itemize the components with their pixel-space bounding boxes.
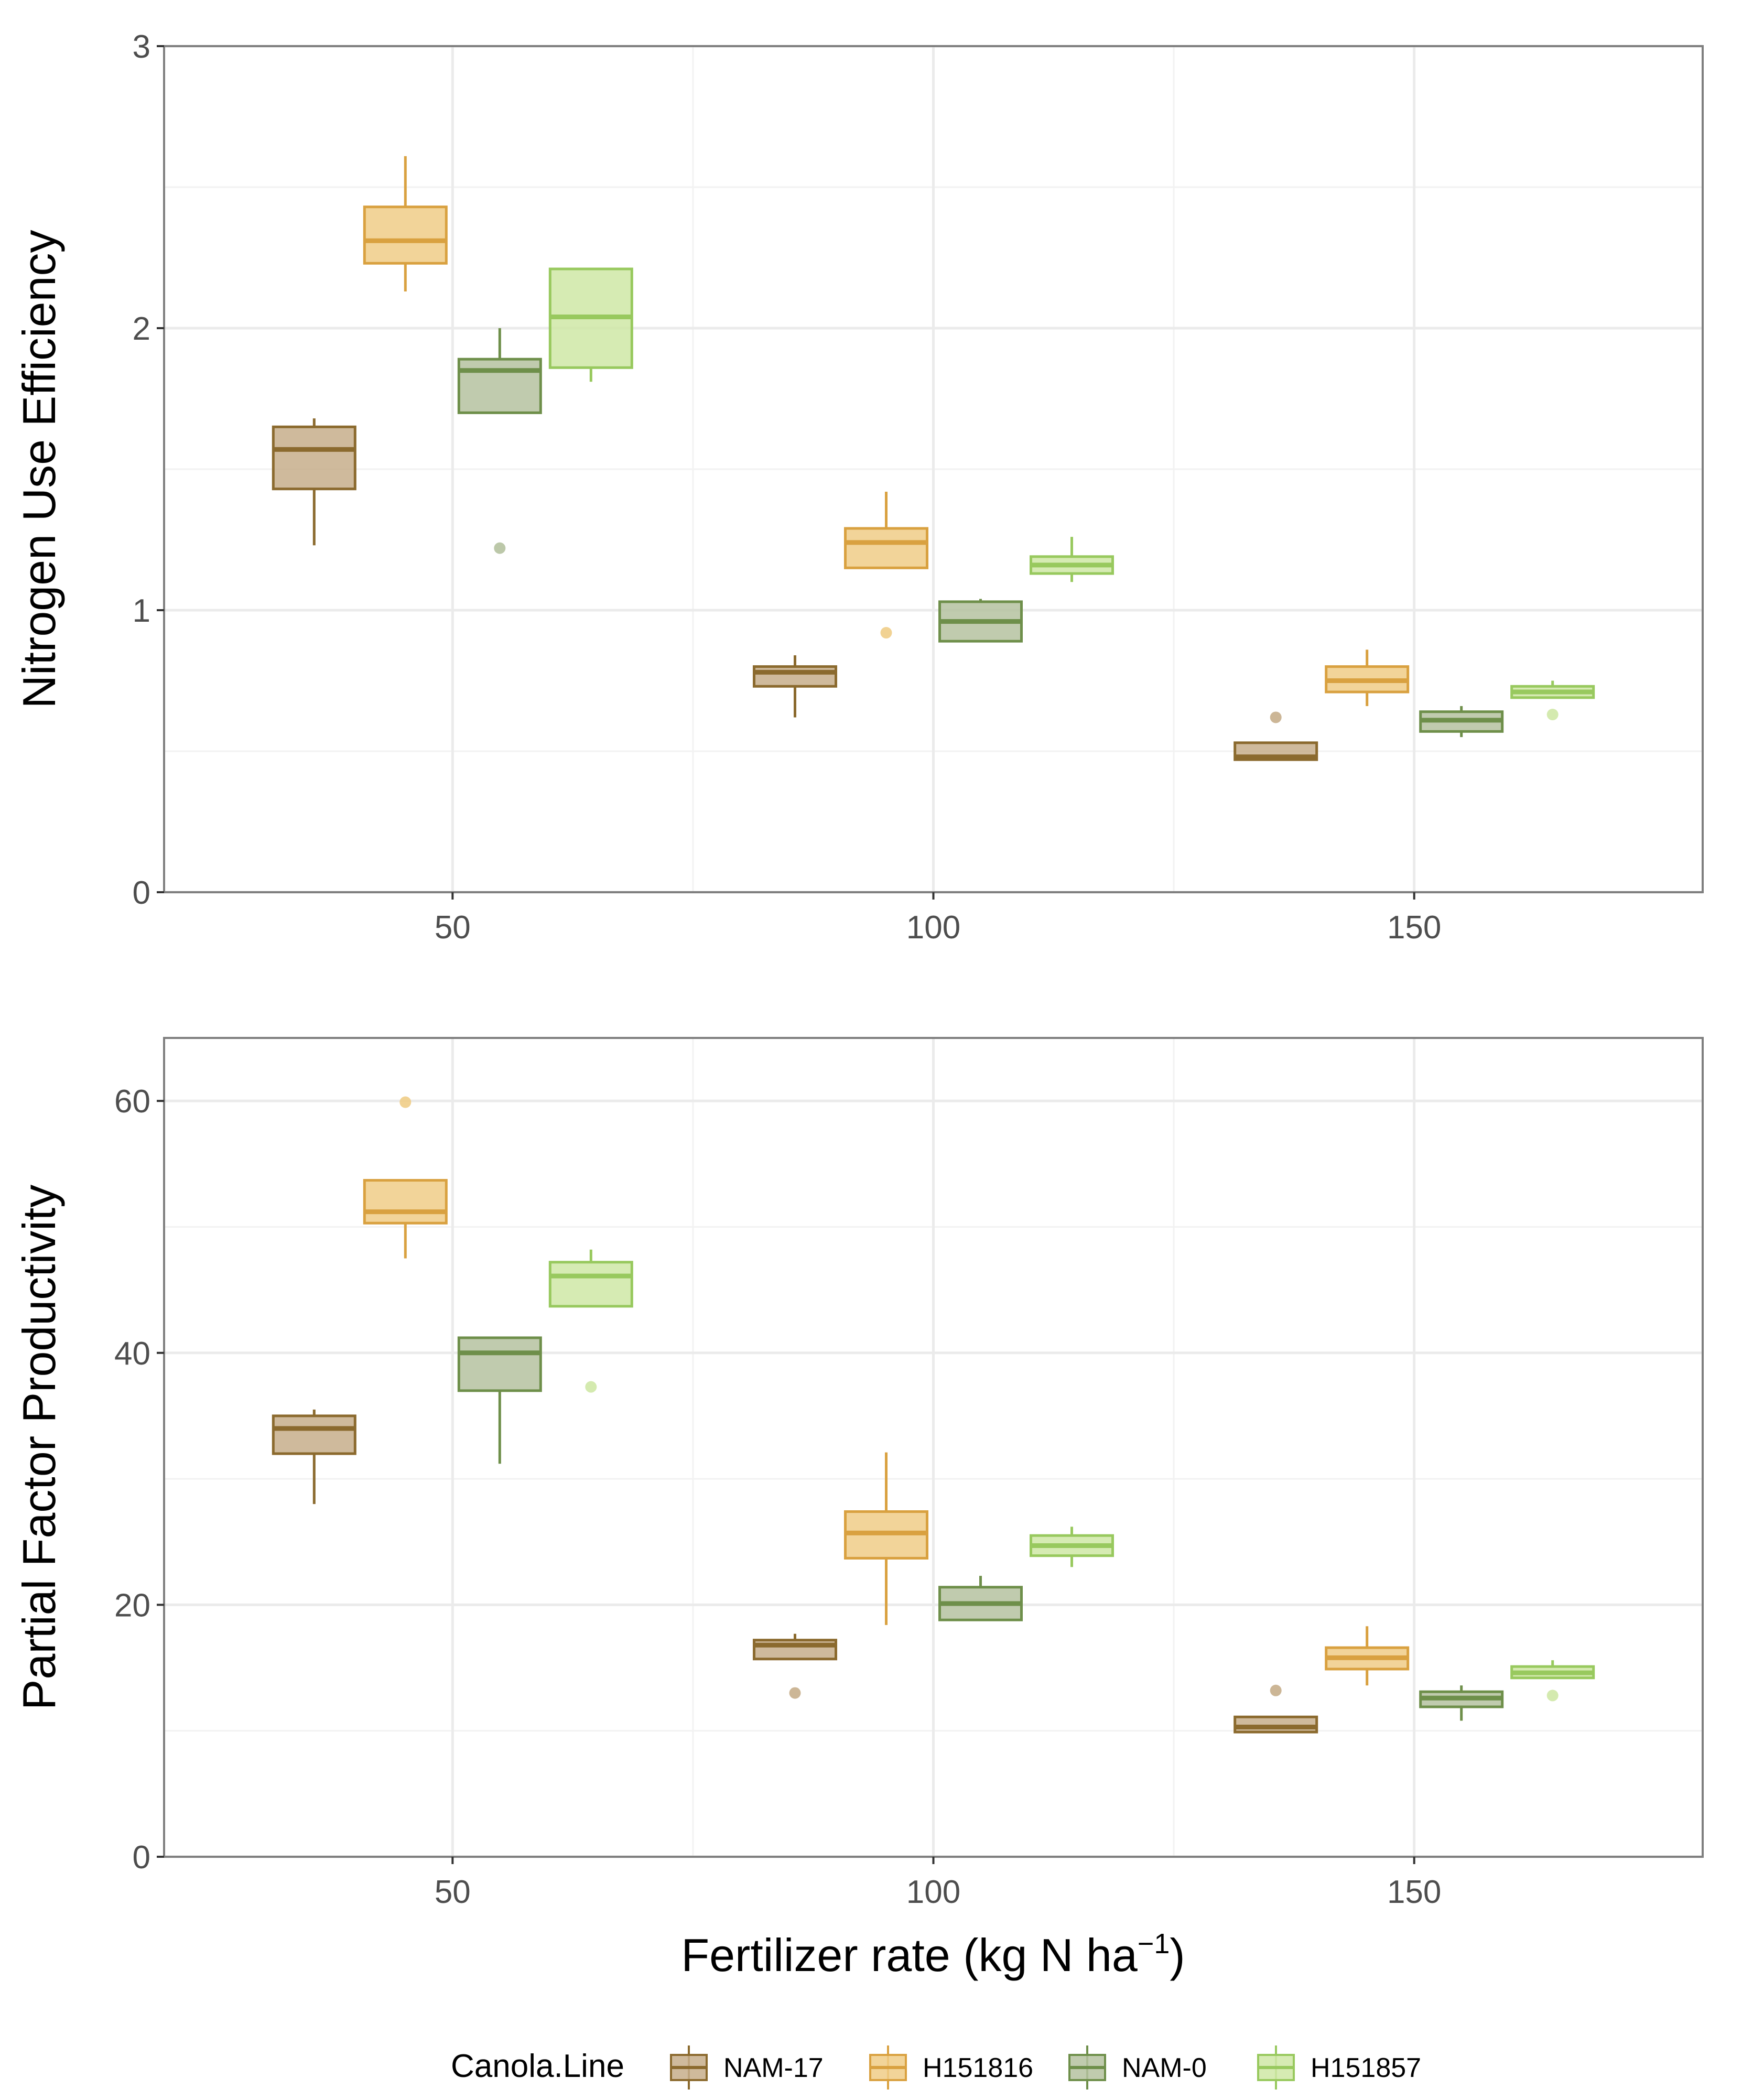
box-nam-0 [457,328,542,554]
outlier-point [1546,1690,1559,1702]
box-nam-17 [753,655,837,718]
box-h151857 [548,1249,633,1393]
box-h151857 [1510,680,1595,721]
legend: Canola.Line NAM-17 H151816 NAM-0 H151857 [451,2045,1421,2090]
box-body [272,1414,356,1455]
outlier-point [789,1687,801,1699]
legend-label: NAM-17 [723,2053,824,2083]
x-tick-label: 100 [906,910,960,946]
box-h151816 [363,156,448,292]
box-body [272,425,356,491]
box-nam-17 [272,1409,356,1504]
x-tick-label: 100 [906,1874,960,1910]
outlier-point [880,627,892,639]
x-tick-label: 50 [435,1874,471,1910]
box-body [363,205,448,265]
legend-item-h151816: H151816 [869,2045,1033,2090]
box-body [1234,1715,1318,1734]
box-body [457,358,542,414]
y-tick-label: 0 [133,1839,150,1876]
box-h151816 [844,492,928,639]
pfp-panel: 0 20 40 60 50 100 150 Partial Factor Productivi… [13,1037,1704,1910]
box-body [457,1336,542,1392]
box-nam-0 [938,1576,1023,1621]
y-axis-title: Partial Factor Productivity [13,1185,65,1711]
box-nam-0 [938,599,1023,643]
outlier-point [399,1096,412,1108]
box-h151857 [1030,1527,1114,1567]
legend-label: H151816 [923,2053,1033,2083]
outlier-point [1270,1684,1282,1696]
y-tick-label: 2 [133,311,150,347]
y-axis-title: Nitrogen Use Efficiency [13,230,65,709]
box-h151816 [363,1096,448,1259]
legend-label: H151857 [1311,2053,1421,2083]
x-tick-label: 150 [1387,910,1441,946]
outlier-point [1270,711,1282,723]
box-h151816 [844,1452,928,1625]
legend-item-nam-0: NAM-0 [1068,2045,1207,2090]
legend-item-nam-17: NAM-17 [670,2045,824,2090]
legend-label: NAM-0 [1122,2053,1207,2083]
y-tick-label: 1 [133,593,150,629]
y-tick-label: 60 [114,1084,150,1120]
box-h151857 [1030,537,1114,582]
y-tick-label: 0 [133,875,150,911]
box-h151857 [548,267,633,382]
box-nam-17 [1234,711,1318,761]
outlier-point [1546,709,1559,721]
box-nam-0 [457,1336,542,1464]
x-tick-label: 50 [435,910,471,946]
box-nam-0 [1419,1685,1504,1721]
box-h151857 [1510,1660,1595,1702]
nue-panel: 0 1 2 3 50 100 150 Nitrogen Use Efficiency [13,29,1704,946]
box-body [548,1261,633,1308]
legend-item-h151857: H151857 [1257,2045,1421,2090]
box-h151816 [1325,650,1410,706]
outlier-point [494,542,506,554]
box-body [844,527,928,569]
box-body [753,665,837,688]
outlier-point [585,1381,597,1393]
x-tick-label: 150 [1387,1874,1441,1910]
x-axis-title: Fertilizer rate (kg N ha−1) [681,1928,1185,1981]
box-nam-0 [1419,706,1504,738]
box-body [363,1179,448,1225]
y-tick-label: 3 [133,29,150,65]
box-nam-17 [272,418,356,546]
box-h151816 [1325,1626,1410,1686]
legend-title: Canola.Line [451,2048,624,2084]
y-tick-label: 40 [114,1336,150,1372]
box-nam-17 [753,1633,837,1699]
box-nam-17 [1234,1684,1318,1734]
y-tick-label: 20 [114,1587,150,1623]
